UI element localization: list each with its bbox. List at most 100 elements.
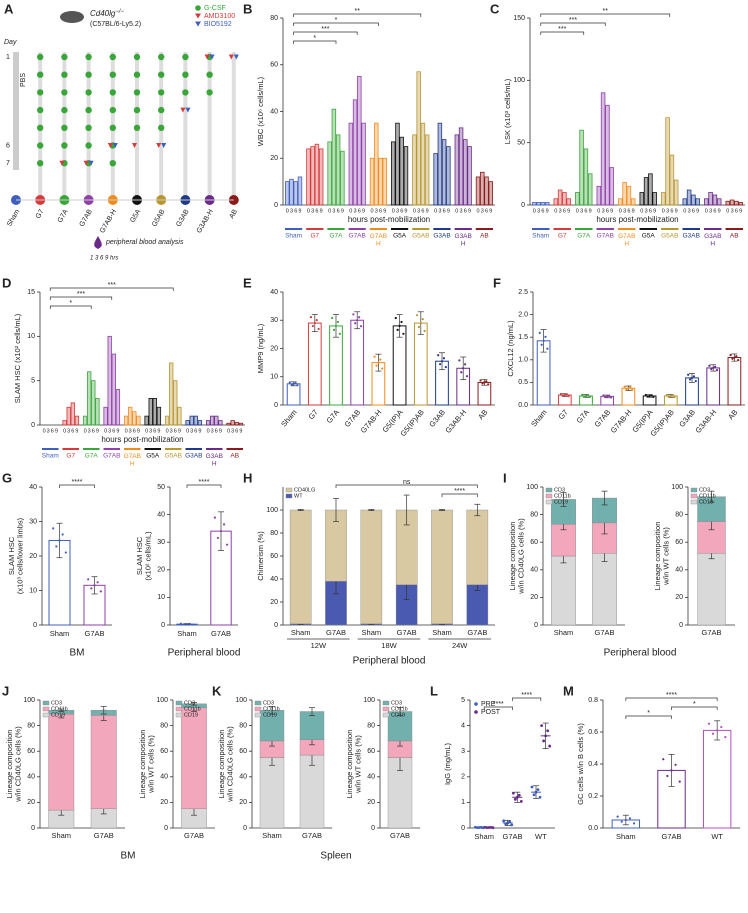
bar — [665, 117, 670, 206]
y-tick-label: 60 — [239, 748, 247, 755]
bar-segment — [551, 555, 577, 626]
legend-swatch — [254, 712, 262, 718]
bar — [115, 389, 121, 426]
bar — [352, 99, 358, 206]
x-tick-label: 3 — [375, 208, 378, 214]
category-label: G7AB — [592, 408, 612, 429]
bar — [544, 202, 550, 206]
x-axis-label: hours post-mobilization — [596, 215, 678, 224]
category-label: G7 — [66, 453, 75, 460]
bar — [164, 415, 170, 426]
category-label: G7AB — [94, 831, 114, 840]
significance-label: **** — [72, 479, 83, 486]
y-tick-label: 20 — [270, 599, 278, 606]
x-tick-label: 3 — [149, 428, 152, 434]
category-label: AB — [476, 408, 489, 421]
gcsf-dose — [182, 71, 189, 78]
diagram-title: Cd40lg−/− — [90, 9, 125, 19]
legend-swatch — [690, 493, 698, 499]
bar-dot — [313, 321, 316, 325]
x-tick-label: 9 — [489, 208, 492, 214]
x-tick-label: 9 — [198, 428, 201, 434]
y-tick-label: 0 — [521, 202, 525, 209]
bar — [293, 181, 298, 206]
x-tick-label: 0 — [705, 208, 708, 214]
bar-dot — [354, 322, 357, 325]
y-tick-label: 20 — [27, 799, 35, 806]
bar — [169, 362, 174, 426]
y-tick-label: 20 — [675, 594, 683, 601]
panel-label: G — [2, 470, 12, 485]
text-line: G7AB — [370, 233, 387, 240]
bar-dot — [609, 396, 613, 399]
bar — [369, 157, 375, 206]
y-tick-label: 100 — [513, 77, 525, 84]
x-tick-label: 0 — [43, 428, 46, 434]
gcsf-dose — [61, 106, 68, 114]
bar — [575, 192, 580, 206]
dot — [513, 797, 517, 801]
x-tick-label: 6 — [584, 208, 587, 214]
y-tick-label: 80 — [160, 722, 168, 729]
bar-dot — [479, 379, 482, 382]
category-label: Sham — [50, 629, 70, 638]
legend-swatch — [545, 493, 553, 499]
dot — [519, 799, 523, 803]
significance-label: * — [69, 300, 72, 307]
bar-dot — [670, 769, 673, 772]
bar-dot — [715, 369, 719, 372]
significance-bracket — [540, 31, 585, 35]
x-tick-label: 3 — [108, 428, 111, 434]
bar — [566, 198, 571, 206]
significance-label: *** — [321, 26, 329, 33]
gcsf-dose — [133, 53, 141, 61]
day-number: 6 — [6, 142, 10, 149]
bar-dot — [394, 316, 397, 320]
bar — [205, 420, 211, 426]
bar — [177, 406, 182, 426]
y-axis-label: LSK (x10³ cells/mL) — [503, 78, 512, 144]
panel-label: I — [503, 470, 507, 485]
group-label: G5AB — [151, 208, 167, 228]
x-tick-label: 3 — [537, 208, 540, 214]
y-axis-label: Lineage compositionw/in WT cells (%) — [653, 522, 671, 591]
x-tick-label: 6 — [443, 208, 446, 214]
legend-label: CD19 — [184, 712, 198, 718]
bar-dot — [96, 581, 99, 584]
text-line: (x10² cells/mL) — [144, 531, 153, 581]
x-tick-label: 0 — [349, 208, 352, 214]
bar-segment — [592, 553, 618, 626]
significance-bracket — [186, 484, 222, 488]
category-label: G3AB-H — [443, 408, 468, 435]
significance-label: * — [693, 701, 696, 708]
group-label: 24W — [452, 641, 468, 650]
gcsf-dose — [109, 71, 117, 78]
x-tick-label: 3 — [481, 208, 484, 214]
panel-label: B — [243, 1, 252, 16]
y-tick-label: 60 — [160, 748, 168, 755]
category-label: AB — [480, 233, 489, 240]
bar-dot — [438, 363, 442, 366]
x-tick-label: 0 — [371, 208, 374, 214]
day-number: 7 — [6, 160, 10, 167]
bar-dot — [188, 622, 192, 626]
y-axis-label: SLAM HSC (x10² cells/mL) — [13, 313, 22, 403]
legend-swatch — [545, 499, 553, 505]
amd-dose — [228, 54, 234, 60]
x-tick-label: 3 — [645, 208, 648, 214]
y-tick-label: 80 — [270, 530, 278, 537]
x-tick-label: 9 — [567, 208, 570, 214]
panel-label: H — [243, 470, 252, 485]
bar-dot — [373, 355, 376, 358]
y-tick-label: 40 — [675, 567, 683, 574]
x-tick-label: 9 — [426, 208, 429, 214]
bar — [475, 176, 481, 206]
gcsf-dose — [61, 71, 68, 78]
legend-label: AMD3100 — [204, 13, 235, 20]
bar — [441, 139, 447, 206]
text-line: G3AB — [206, 453, 223, 460]
bar — [712, 194, 718, 206]
y-tick-label: 0 — [461, 825, 465, 832]
legend-label: CD19 — [51, 712, 65, 718]
gcsf-dose — [109, 124, 117, 131]
